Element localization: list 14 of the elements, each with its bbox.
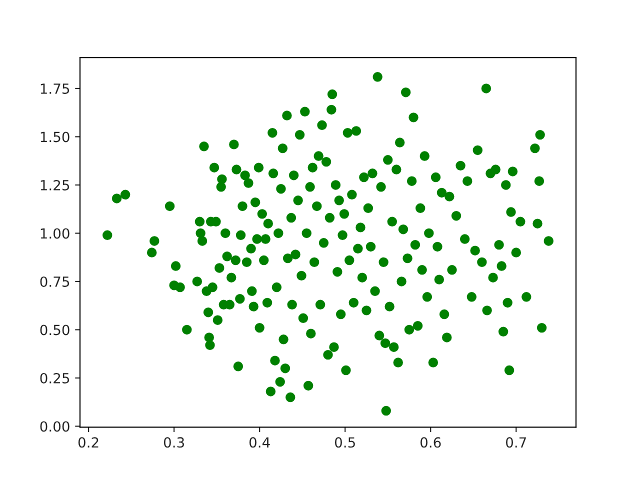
y-tick-label: 1.75 — [40, 84, 70, 94]
y-tick-label: 1.50 — [40, 132, 70, 142]
y-tick-label: 1.25 — [40, 180, 70, 190]
x-tick-label: 0.6 — [420, 437, 441, 448]
x-tick-label: 0.7 — [506, 437, 526, 448]
y-tick-label: 0.75 — [40, 276, 70, 287]
y-tick-label: 1.00 — [40, 228, 70, 239]
y-tick-label: 0.50 — [40, 324, 70, 336]
x-tick-label: 0.4 — [249, 437, 270, 448]
x-tick-label: 0.3 — [164, 437, 184, 448]
x-tick-label: 0.2 — [78, 437, 98, 448]
x-tick-label: 0.5 — [334, 437, 355, 448]
y-tick-label: 0.00 — [40, 421, 70, 432]
y-tick-label: 0.25 — [40, 372, 70, 384]
